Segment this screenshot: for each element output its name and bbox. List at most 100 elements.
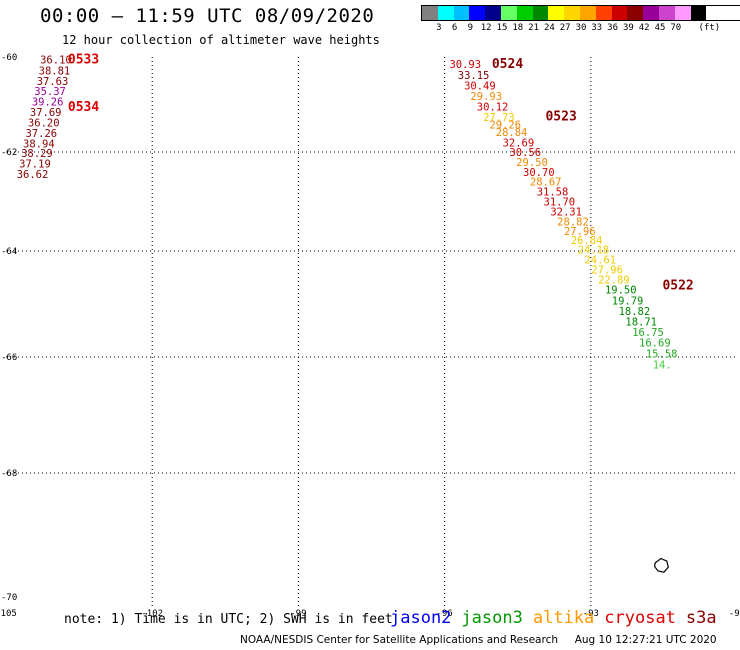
wave-height-value: 31.70 bbox=[544, 197, 576, 209]
wave-height-value: 31.58 bbox=[537, 187, 569, 199]
map-title: 00:00 – 11:59 UTC 08/09/2020 bbox=[40, 5, 375, 27]
wave-height-value: 35.37 bbox=[34, 86, 66, 98]
wave-height-value: 38.81 bbox=[39, 65, 71, 77]
graticule bbox=[6, 57, 737, 606]
lon-tick-label: -99 bbox=[290, 609, 306, 619]
map-subtitle: 12 hour collection of altimeter wave hei… bbox=[62, 33, 380, 47]
wave-height-value: 27.96 bbox=[564, 226, 596, 238]
legend-swatch bbox=[516, 6, 533, 20]
wave-height-value: 38.29 bbox=[21, 148, 53, 160]
wave-height-value: 15.58 bbox=[646, 348, 678, 360]
lon-tick-label: -93 bbox=[583, 609, 599, 619]
legend-label: 24 bbox=[543, 23, 555, 33]
legend-label: 42 bbox=[638, 23, 650, 33]
legend-unit: (ft) bbox=[698, 23, 721, 33]
wave-height-value: 29.93 bbox=[470, 91, 502, 103]
legend-swatch bbox=[658, 6, 675, 20]
lat-tick-label: -64 bbox=[1, 247, 17, 257]
lat-tick-label: -66 bbox=[1, 353, 17, 363]
legend-label: 45 bbox=[654, 23, 666, 33]
footer-note: note: 1) Time is in UTC; 2) SWH is in fe… bbox=[64, 612, 393, 627]
wave-height-value: 29.50 bbox=[516, 157, 548, 169]
credit-timestamp: Aug 10 12:27:21 UTC 2020 bbox=[574, 634, 717, 646]
legend-label: 39 bbox=[622, 23, 634, 33]
footer-credit: NOAA/NESDIS Center for Satellite Applica… bbox=[240, 634, 717, 646]
wave-height-value: 36.62 bbox=[17, 169, 49, 181]
satellite-altika: altika bbox=[532, 608, 595, 628]
wave-height-value: 37.63 bbox=[37, 76, 69, 88]
pass-labels: 0533 0534 0524 0523 0522 bbox=[68, 52, 694, 293]
wave-height-value: 30.70 bbox=[523, 167, 555, 179]
wave-height-value: 29.26 bbox=[489, 119, 521, 131]
legend-label: 15 bbox=[496, 23, 508, 33]
wave-height-value: 27.96 bbox=[591, 265, 623, 277]
legend-label: 9 bbox=[467, 23, 474, 33]
pass-time-label: 0533 bbox=[68, 52, 99, 67]
wave-height-value: 30.49 bbox=[464, 81, 496, 93]
lat-tick-label: -68 bbox=[1, 469, 17, 479]
wave-height-value: 39.26 bbox=[32, 97, 64, 109]
legend-label: 3 bbox=[436, 23, 442, 33]
legend-label: 33 bbox=[591, 23, 603, 33]
legend-swatch bbox=[674, 6, 691, 20]
legend-swatch bbox=[469, 6, 486, 20]
legend-swatch bbox=[564, 6, 580, 20]
credit-text: NOAA/NESDIS Center for Satellite Applica… bbox=[240, 634, 558, 646]
legend-swatch bbox=[611, 6, 628, 20]
legend-swatch bbox=[500, 6, 517, 20]
pass-time-label: 0522 bbox=[662, 278, 693, 293]
wave-height-value: 19.50 bbox=[605, 285, 637, 297]
lat-tick-label: -70 bbox=[1, 593, 17, 603]
legend-swatch bbox=[579, 6, 596, 20]
legend-swatch bbox=[485, 6, 501, 20]
lon-tick-label: -90 bbox=[729, 609, 740, 619]
island-outline bbox=[654, 557, 669, 573]
legend-swatch bbox=[627, 6, 644, 20]
legend-labels: 3 6 9 12 15 18 21 24 27 30 33 36 39 42 45 70 (ft) bbox=[421, 21, 740, 35]
legend-label: 21 bbox=[528, 23, 540, 33]
pass-time-label: 0534 bbox=[68, 100, 99, 115]
lon-tick-label: -105 bbox=[0, 609, 17, 619]
satellite-jason3: jason3 bbox=[461, 608, 523, 628]
legend-label: 18 bbox=[512, 23, 524, 33]
satellite-cryosat: cryosat bbox=[604, 608, 676, 628]
legend-swatch bbox=[643, 6, 659, 20]
wave-height-value: 27.73 bbox=[483, 112, 515, 124]
wave-height-value: 32.31 bbox=[550, 206, 582, 218]
wave-height-value: 36.10 bbox=[40, 54, 72, 66]
wave-height-value: 22.89 bbox=[598, 275, 630, 287]
wave-height-value: 28.67 bbox=[530, 177, 562, 189]
wave-height-value: 16.75 bbox=[632, 327, 664, 339]
legend-swatch bbox=[453, 6, 470, 20]
wave-height-value: 28.82 bbox=[557, 216, 589, 228]
wave-height-value: 16.69 bbox=[639, 338, 671, 350]
pass-time-label: 0524 bbox=[492, 57, 523, 72]
wave-height-value: 33.15 bbox=[458, 70, 490, 82]
wave-height-value: 19.79 bbox=[612, 295, 644, 307]
wave-height-value: 14. bbox=[653, 360, 672, 372]
wave-height-value: 24.18 bbox=[578, 245, 610, 257]
satellite-s3a: s3a bbox=[685, 608, 717, 628]
wave-height-value: 26.84 bbox=[571, 235, 603, 247]
satellite-legend: jason2 jason3 altika cryosat s3a bbox=[390, 608, 727, 628]
pass-time-label: 0523 bbox=[545, 109, 576, 124]
wave-height-value: 24.61 bbox=[584, 254, 616, 266]
legend-swatch bbox=[595, 6, 612, 20]
lon-tick-label: -96 bbox=[436, 609, 452, 619]
satellite-tracks: 36.1038.8137.6335.3739.2637.6936.2037.26… bbox=[17, 54, 678, 371]
wave-height-value: 28.84 bbox=[496, 127, 528, 139]
wave-height-value: 37.69 bbox=[30, 107, 62, 119]
legend-label: 36 bbox=[607, 23, 619, 33]
color-legend: 3 6 9 12 15 18 21 24 27 30 33 36 39 42 45 70 (ft) bbox=[421, 5, 740, 35]
wave-height-value: 18.71 bbox=[625, 316, 657, 328]
wave-height-value: 38.94 bbox=[23, 138, 55, 150]
wave-height-value: 37.26 bbox=[25, 128, 57, 140]
legend-label: 27 bbox=[559, 23, 571, 33]
legend-swatch bbox=[690, 6, 707, 20]
wave-height-value: 37.19 bbox=[19, 158, 51, 170]
wave-height-value: 30.56 bbox=[509, 147, 541, 159]
legend-swatch bbox=[532, 6, 549, 20]
lon-tick-label: -102 bbox=[141, 609, 163, 619]
wave-height-value: 30.93 bbox=[449, 59, 481, 71]
